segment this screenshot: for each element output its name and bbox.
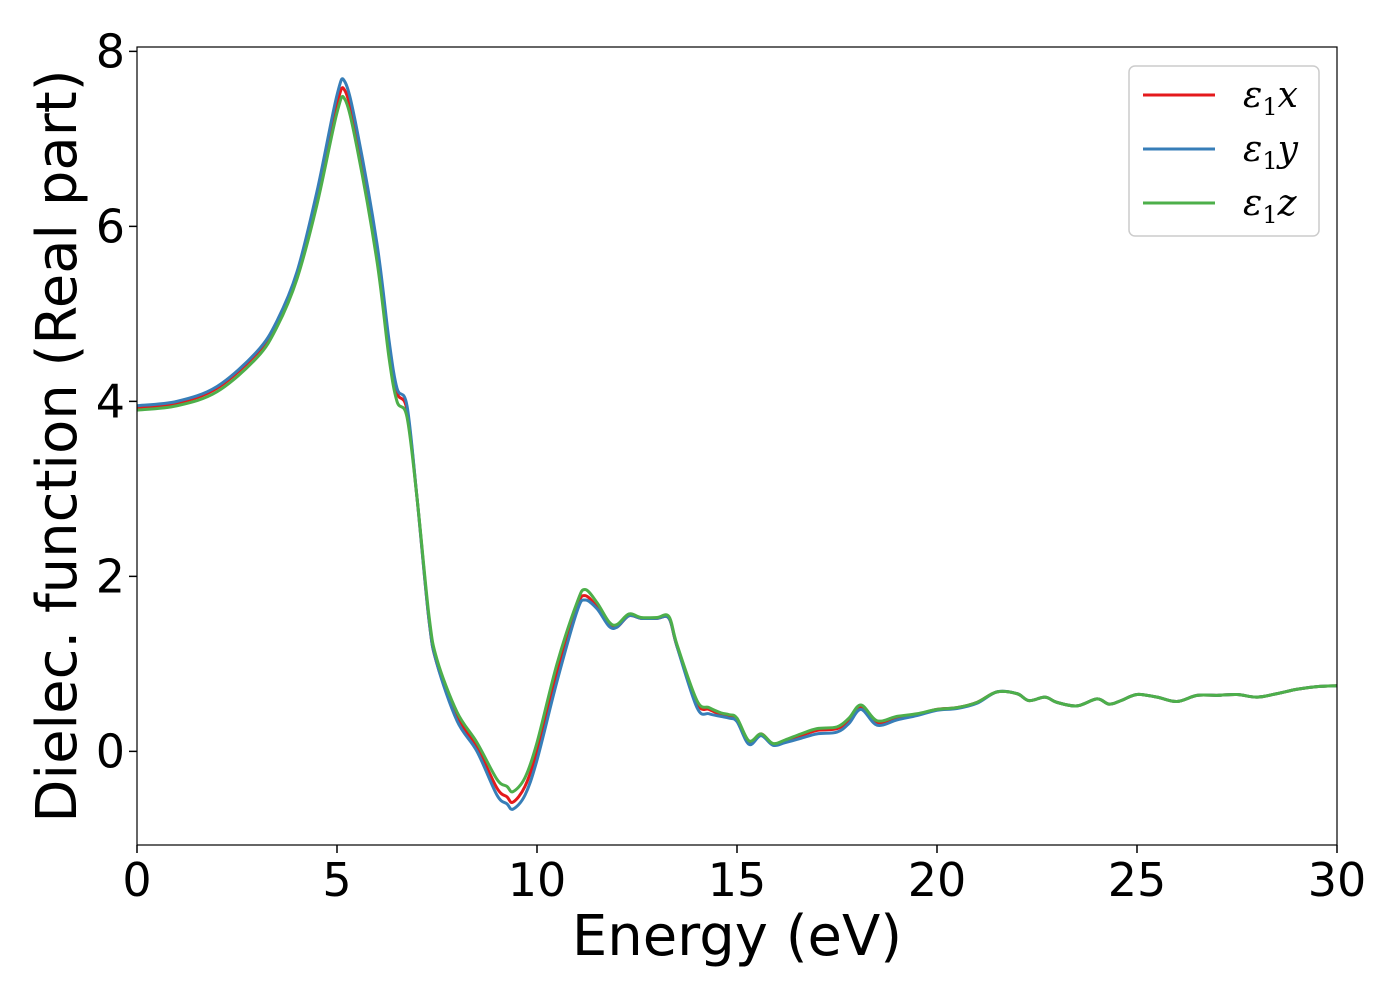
- x-tick-label: 0: [122, 853, 151, 907]
- y-tick-label: 6: [96, 199, 125, 253]
- y-tick-label: 8: [96, 24, 125, 78]
- x-tick-label: 20: [908, 853, 967, 907]
- x-tick-label: 5: [322, 853, 351, 907]
- y-tick-label: 2: [96, 549, 125, 603]
- legend: ε1x ε1y ε1z: [1128, 65, 1320, 237]
- y-tick-label: 4: [96, 374, 125, 428]
- legend-label-x: ε1x: [1243, 75, 1298, 121]
- legend-label-y: ε1y: [1243, 129, 1299, 175]
- x-axis-label: Energy (eV): [572, 904, 902, 969]
- x-tick-label: 30: [1308, 853, 1367, 907]
- series-line-z: [136, 94, 1338, 794]
- x-axis: 0 5 10 15 20 25 30: [122, 845, 1366, 907]
- y-tick-label: 0: [96, 724, 125, 778]
- y-axis-label: Dielec. function (Real part): [25, 69, 90, 822]
- x-tick-label: 25: [1108, 853, 1167, 907]
- y-axis: 0 2 4 6 8: [96, 24, 137, 778]
- series-layer: [136, 77, 1338, 811]
- x-tick-label: 10: [508, 853, 567, 907]
- legend-label-z: ε1z: [1243, 183, 1298, 229]
- legend-box: [1128, 65, 1320, 237]
- x-tick-label: 15: [708, 853, 767, 907]
